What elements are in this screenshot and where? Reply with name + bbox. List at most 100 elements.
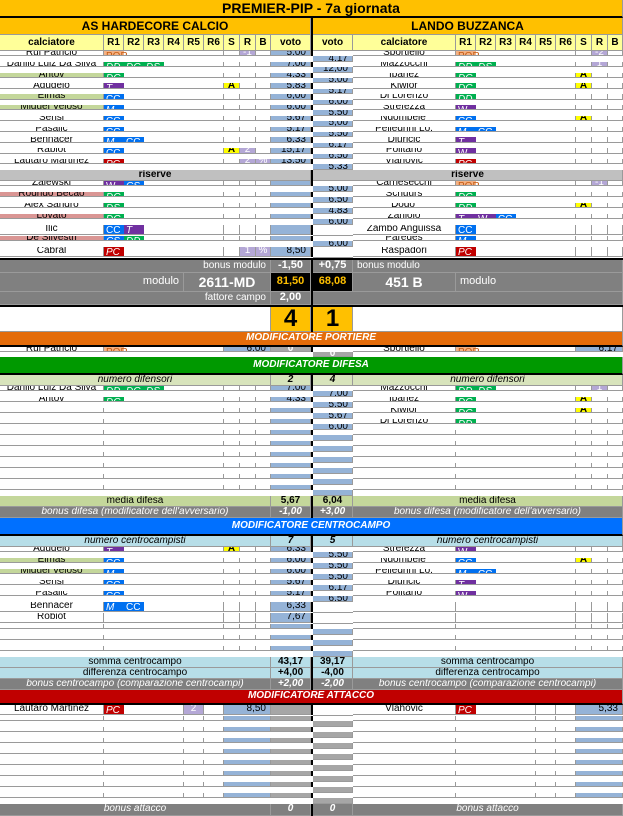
bonus-flag <box>608 612 623 623</box>
bonus-flag <box>608 158 623 165</box>
status-flag <box>224 568 240 575</box>
modifier-value <box>271 737 311 744</box>
bonus-attacco-label: bonus attacco <box>0 803 271 816</box>
player-name <box>353 715 456 722</box>
rating-bonus <box>536 737 556 744</box>
center-divider <box>311 246 313 257</box>
player-roles <box>104 429 224 436</box>
differenza-centrocampo: differenza centrocampo +4,00 -4,00 differen… <box>0 667 623 679</box>
player-roles <box>104 623 224 630</box>
player-roles: DC <box>456 191 576 198</box>
differenza-centrocampo-home-value: +4,00 <box>271 667 311 679</box>
player-vote <box>224 759 271 766</box>
player-vote: 4,33 <box>271 72 311 78</box>
fattore-campo-row: fattore campo 2,00 <box>0 291 623 305</box>
away-team-name: LANDO BUZZANCA <box>313 18 623 35</box>
player-name: Schuurs <box>353 191 456 198</box>
attacker-row <box>0 759 623 771</box>
modificatore-centrocampo: MODIFICATORE CENTROCAMPO <box>0 517 623 536</box>
player-vote: 5,67 <box>271 115 311 122</box>
rating-bonus <box>184 770 204 777</box>
empty-cell <box>204 759 224 766</box>
role-tag: DC <box>104 396 124 401</box>
rating-bonus <box>536 770 556 777</box>
column-header: R4 <box>516 35 536 51</box>
player-vote: 7,00 <box>271 61 311 68</box>
reserve-row: Zalewski W CS Carnesecchi POR -1 5,00 <box>0 180 623 192</box>
player-roles <box>456 612 576 623</box>
rating-bonus <box>240 104 256 111</box>
player-name <box>353 645 456 652</box>
center-divider <box>311 656 313 668</box>
rating-bonus: 1 <box>240 246 256 257</box>
modulo-label: modulo <box>456 272 623 292</box>
player-vote: 5,50 <box>313 131 353 138</box>
player-name: Cabral <box>0 246 104 257</box>
role-tag: DC <box>456 72 476 77</box>
player-vote: 6,00 <box>271 557 311 564</box>
player-vote <box>271 645 311 652</box>
center-divider <box>311 506 313 518</box>
bonus-centrocampo-label: bonus centrocampo (comparazione centroca… <box>0 678 271 690</box>
status-flag <box>576 104 592 111</box>
rating-bonus <box>240 396 256 403</box>
rating-bonus <box>592 451 608 458</box>
player-roles <box>456 462 576 469</box>
center-divider <box>311 495 313 507</box>
bonus-flag <box>256 440 271 447</box>
player-roles: PC <box>456 158 576 165</box>
role-tag: DD <box>456 94 476 99</box>
player-vote <box>271 191 311 198</box>
player-roles <box>456 792 536 799</box>
bonus-difesa-label: bonus difesa (modificatore dell'avversar… <box>353 506 623 518</box>
status-flag <box>224 429 240 436</box>
bonus-flag <box>608 418 623 425</box>
bonus-centrocampo-label: bonus centrocampo (comparazione centroca… <box>353 678 623 690</box>
status-flag <box>224 484 240 491</box>
player-vote <box>224 770 271 777</box>
column-header: R <box>240 35 256 51</box>
rating-bonus <box>240 418 256 425</box>
bonus-modulo-label: bonus modulo <box>0 259 271 273</box>
player-roles: T <box>456 579 576 586</box>
role-tag: T <box>456 137 476 142</box>
bonus-flag <box>256 612 271 623</box>
center-divider <box>311 726 313 733</box>
bonus-flag <box>256 484 271 491</box>
center-divider <box>311 272 313 292</box>
status-flag <box>576 462 592 469</box>
player-vote <box>313 234 353 236</box>
role-tag: CS <box>104 235 124 240</box>
player-vote <box>313 468 353 474</box>
status-flag <box>224 407 240 414</box>
bonus-flag <box>608 579 623 586</box>
player-roles: CC T <box>104 224 224 235</box>
player-name <box>0 462 104 469</box>
modificatore-difesa: MODIFICATORE DIFESA <box>0 356 623 375</box>
role-tag: POR <box>104 346 128 351</box>
bonus-flag <box>256 546 271 553</box>
center-divider <box>311 473 313 480</box>
player-roles: CC <box>104 94 224 100</box>
player-name: Bennacer <box>0 137 104 143</box>
rating-bonus <box>240 440 256 447</box>
role-tag: M <box>104 104 124 110</box>
rating-bonus <box>536 748 556 755</box>
away-total: 68,08 <box>313 272 353 292</box>
player-roles: POR <box>104 51 224 57</box>
midfielder-row: Miguel Veloso M 6,00 Pellegrini Lo. M CC 5,50 <box>0 568 623 580</box>
defender-row: Di Lorenzo DD 6,00 <box>0 418 623 430</box>
center-divider <box>311 781 313 788</box>
player-vote <box>576 726 623 733</box>
player-vote <box>224 748 271 755</box>
player-roles: T <box>104 546 224 553</box>
player-roles: CC <box>104 557 224 564</box>
player-vote: 5,83 <box>271 83 311 89</box>
player-vote: 4,17 <box>313 56 353 62</box>
status-flag <box>224 590 240 597</box>
column-header: calciatore <box>353 35 456 51</box>
player-roles: CC <box>104 126 224 132</box>
